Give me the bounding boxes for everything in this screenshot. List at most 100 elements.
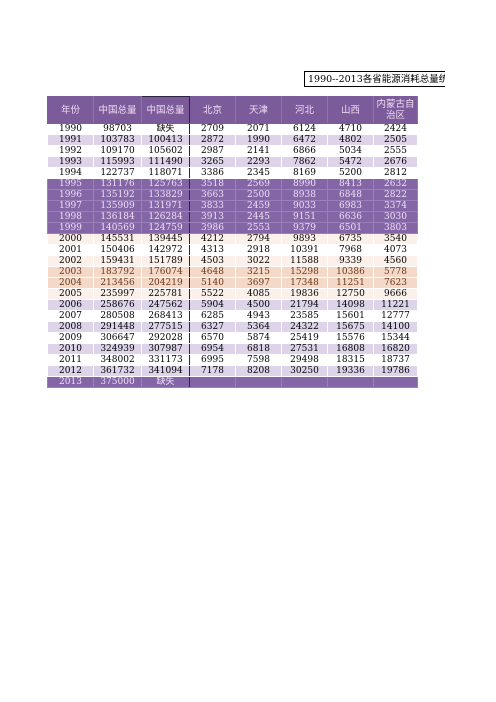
cell-hebei[interactable]: 9379 [281, 222, 328, 234]
cell-shanxi[interactable]: 18315 [327, 354, 374, 366]
cell-hebei[interactable]: 7862 [281, 156, 328, 168]
cell-tianjin[interactable]: 2500 [235, 189, 282, 201]
cell-shanxi[interactable]: 6983 [327, 200, 374, 212]
cell-hebei[interactable]: 6124 [281, 123, 328, 135]
cell-hebei[interactable]: 25419 [281, 332, 328, 344]
cell-shanxi[interactable]: 6636 [327, 211, 374, 223]
cell-china-total-b[interactable]: 204219 [141, 277, 190, 289]
cell-year[interactable]: 1990 [47, 123, 94, 135]
cell-shanxi[interactable]: 12750 [327, 288, 374, 300]
cell-beijing[interactable]: 3663 [189, 189, 236, 201]
cell-year[interactable]: 1994 [47, 167, 94, 179]
cell-china-total-a[interactable]: 103783 [93, 134, 142, 146]
cell-shanxi[interactable]: 8413 [327, 178, 374, 190]
cell-tianjin[interactable]: 4085 [235, 288, 282, 300]
cell-beijing[interactable]: 6570 [189, 332, 236, 344]
cell-hebei[interactable]: 8169 [281, 167, 328, 179]
cell-hebei[interactable]: 10391 [281, 244, 328, 256]
cell-shanxi[interactable]: 15675 [327, 321, 374, 333]
cell-year[interactable]: 1993 [47, 156, 94, 168]
cell-china-total-b[interactable]: 105602 [141, 145, 190, 157]
header-shanxi[interactable]: 山西 [327, 96, 374, 124]
cell-tianjin[interactable]: 2794 [235, 233, 282, 245]
cell-china-total-a[interactable]: 235997 [93, 288, 142, 300]
cell-year[interactable]: 2013 [47, 376, 94, 388]
cell-tianjin[interactable]: 2141 [235, 145, 282, 157]
cell-year[interactable]: 2011 [47, 354, 94, 366]
cell-china-total-b[interactable]: 277515 [141, 321, 190, 333]
cell-tianjin[interactable]: 1990 [235, 134, 282, 146]
cell-beijing[interactable]: 4503 [189, 255, 236, 267]
cell-shanxi[interactable]: 5200 [327, 167, 374, 179]
cell-year[interactable]: 2001 [47, 244, 94, 256]
cell-china-total-b[interactable]: 341094 [141, 365, 190, 377]
cell-china-total-b[interactable]: 151789 [141, 255, 190, 267]
cell-inner-mongolia[interactable]: 4560 [373, 255, 418, 267]
cell-inner-mongolia[interactable]: 2505 [373, 134, 418, 146]
cell-hebei[interactable]: 17348 [281, 277, 328, 289]
cell-china-total-a[interactable]: 258676 [93, 299, 142, 311]
header-hebei[interactable]: 河北 [281, 96, 328, 124]
cell-year[interactable]: 2004 [47, 277, 94, 289]
cell-year[interactable]: 2000 [47, 233, 94, 245]
cell-china-total-b[interactable]: 142972 [141, 244, 190, 256]
cell-year[interactable]: 1995 [47, 178, 94, 190]
cell-shanxi[interactable]: 15576 [327, 332, 374, 344]
cell-china-total-a[interactable]: 159431 [93, 255, 142, 267]
cell-shanxi[interactable]: 14098 [327, 299, 374, 311]
cell-china-total-b[interactable]: 缺失 [141, 123, 190, 135]
cell-year[interactable]: 1998 [47, 211, 94, 223]
cell-inner-mongolia[interactable] [373, 376, 418, 388]
cell-inner-mongolia[interactable]: 3030 [373, 211, 418, 223]
cell-china-total-b[interactable]: 100413 [141, 134, 190, 146]
cell-inner-mongolia[interactable]: 2632 [373, 178, 418, 190]
cell-hebei[interactable]: 8990 [281, 178, 328, 190]
cell-shanxi[interactable]: 10386 [327, 266, 374, 278]
cell-beijing[interactable]: 5904 [189, 299, 236, 311]
cell-tianjin[interactable]: 5874 [235, 332, 282, 344]
cell-china-total-b[interactable]: 307987 [141, 343, 190, 355]
cell-china-total-a[interactable]: 348002 [93, 354, 142, 366]
header-tianjin[interactable]: 天津 [235, 96, 282, 124]
cell-china-total-b[interactable]: 118071 [141, 167, 190, 179]
cell-hebei[interactable]: 23585 [281, 310, 328, 322]
cell-tianjin[interactable]: 2553 [235, 222, 282, 234]
cell-china-total-a[interactable]: 131176 [93, 178, 142, 190]
cell-beijing[interactable]: 3386 [189, 167, 236, 179]
cell-hebei[interactable]: 9033 [281, 200, 328, 212]
cell-china-total-b[interactable]: 131971 [141, 200, 190, 212]
cell-hebei[interactable]: 19836 [281, 288, 328, 300]
cell-beijing[interactable]: 4648 [189, 266, 236, 278]
cell-china-total-b[interactable]: 268413 [141, 310, 190, 322]
cell-tianjin[interactable]: 2918 [235, 244, 282, 256]
cell-inner-mongolia[interactable]: 2424 [373, 123, 418, 135]
cell-hebei[interactable]: 29498 [281, 354, 328, 366]
cell-hebei[interactable]: 21794 [281, 299, 328, 311]
cell-tianjin[interactable]: 4943 [235, 310, 282, 322]
cell-shanxi[interactable]: 4710 [327, 123, 374, 135]
cell-shanxi[interactable]: 6501 [327, 222, 374, 234]
cell-inner-mongolia[interactable]: 14100 [373, 321, 418, 333]
cell-tianjin[interactable]: 2071 [235, 123, 282, 135]
cell-china-total-a[interactable]: 324939 [93, 343, 142, 355]
cell-shanxi[interactable]: 5472 [327, 156, 374, 168]
cell-shanxi[interactable]: 6735 [327, 233, 374, 245]
cell-beijing[interactable]: 6954 [189, 343, 236, 355]
cell-hebei[interactable]: 27531 [281, 343, 328, 355]
cell-hebei[interactable]: 6472 [281, 134, 328, 146]
cell-tianjin[interactable]: 2345 [235, 167, 282, 179]
cell-china-total-b[interactable]: 111490 [141, 156, 190, 168]
cell-beijing[interactable]: 6285 [189, 310, 236, 322]
header-china-total-a[interactable]: 中国总量 [93, 96, 142, 124]
cell-shanxi[interactable]: 7968 [327, 244, 374, 256]
cell-shanxi[interactable]: 16808 [327, 343, 374, 355]
cell-tianjin[interactable]: 6818 [235, 343, 282, 355]
cell-china-total-a[interactable]: 136184 [93, 211, 142, 223]
cell-inner-mongolia[interactable]: 2676 [373, 156, 418, 168]
cell-beijing[interactable]: 5140 [189, 277, 236, 289]
sheet-title[interactable]: 1990--2013各省能源消耗总量统 [304, 71, 445, 87]
header-china-total-b[interactable]: 中国总量 [141, 96, 190, 124]
cell-inner-mongolia[interactable]: 18737 [373, 354, 418, 366]
cell-beijing[interactable]: 2709 [189, 123, 236, 135]
cell-inner-mongolia[interactable]: 15344 [373, 332, 418, 344]
